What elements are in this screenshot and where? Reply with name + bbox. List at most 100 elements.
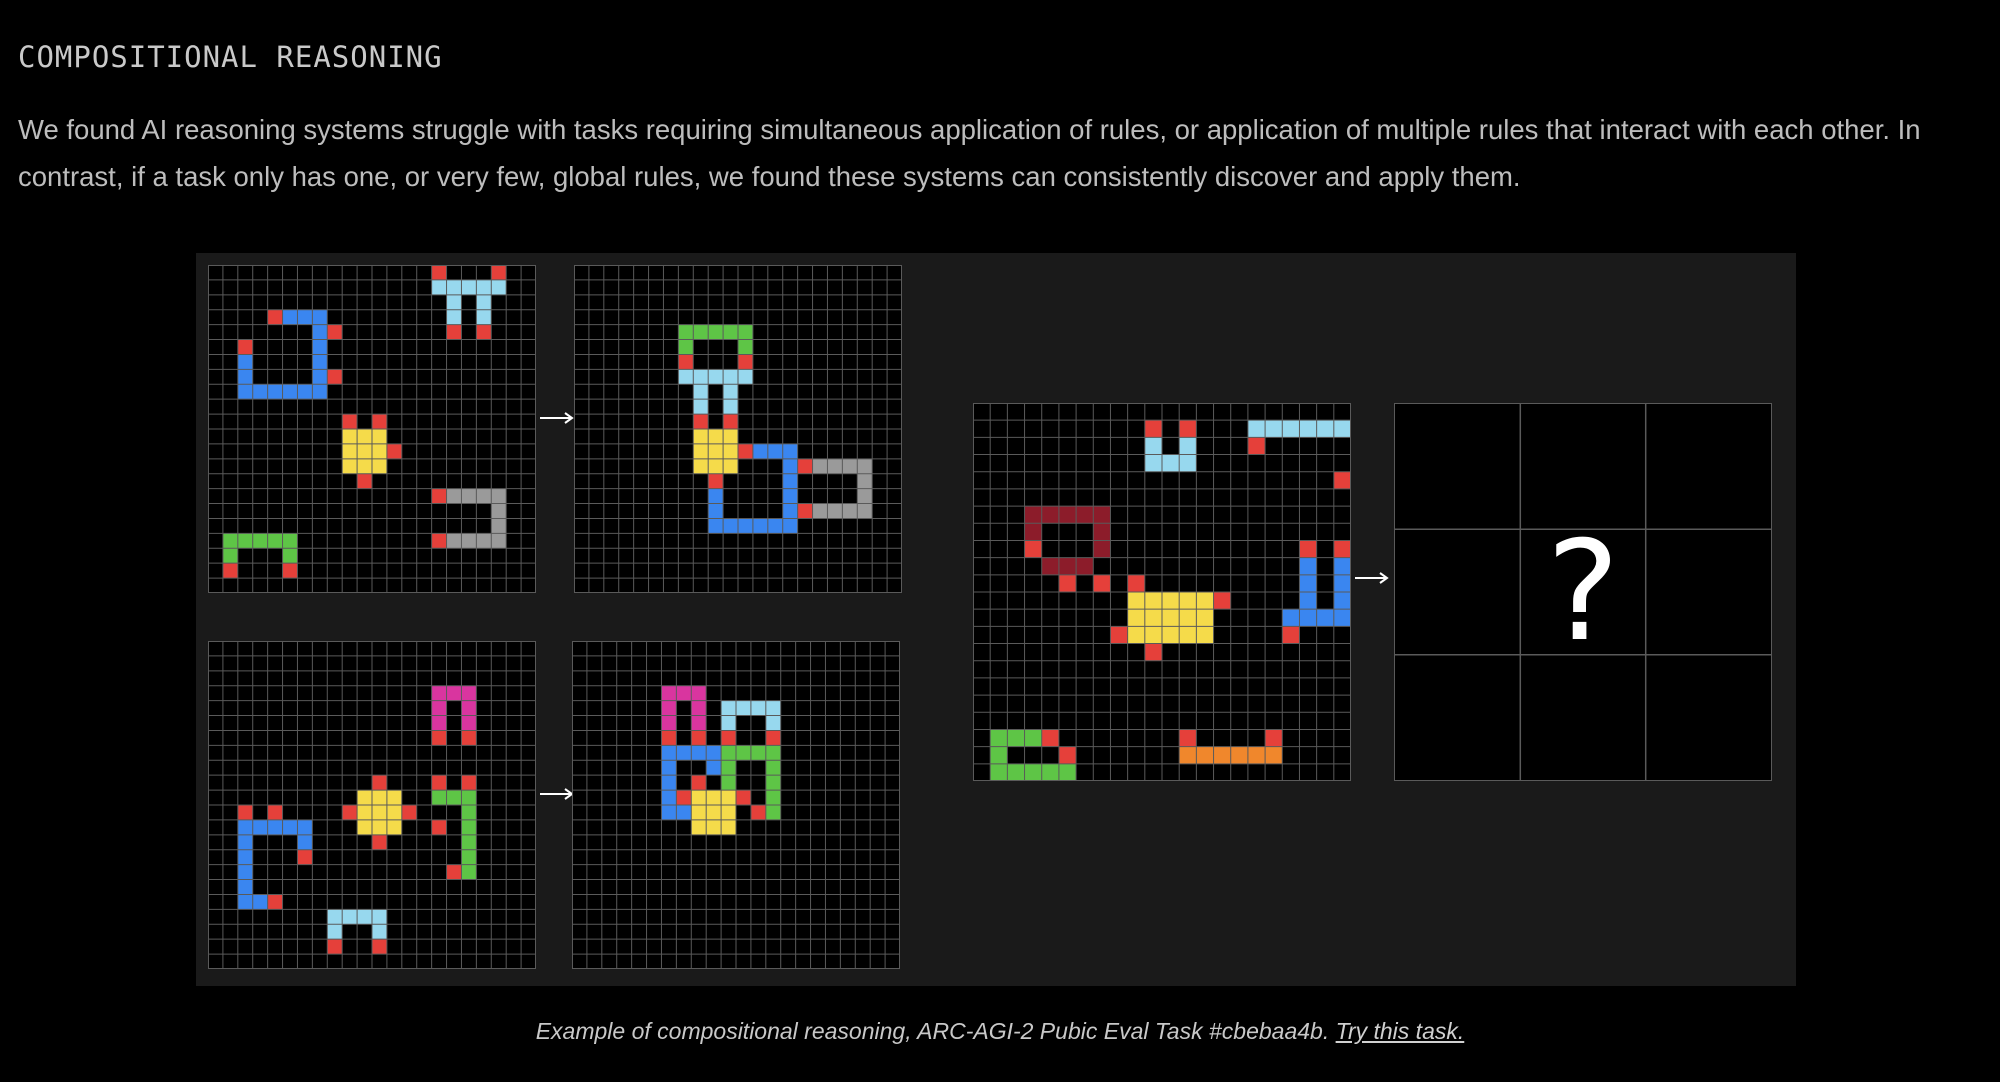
grid-cell <box>1333 471 1351 489</box>
example1-input-grid <box>208 265 536 593</box>
grid-cell <box>372 924 387 940</box>
grid-cell <box>678 339 694 355</box>
grid-cell <box>812 458 828 474</box>
grid-cell <box>327 924 343 940</box>
grid-cell <box>1333 574 1351 592</box>
grid-cell <box>357 473 372 489</box>
grid-cell <box>1093 574 1111 592</box>
grid-cell <box>1076 506 1094 524</box>
grid-cell <box>1299 557 1317 575</box>
grid-cell <box>1299 574 1317 592</box>
grid-cell <box>342 909 358 925</box>
grid-cell <box>342 429 358 444</box>
grid-cell <box>386 790 402 805</box>
grid-cell <box>691 745 707 761</box>
grid-cell <box>1299 540 1317 558</box>
grid-cell <box>765 745 781 761</box>
grid-cell <box>1144 592 1162 610</box>
grid-cell <box>357 819 372 835</box>
grid-cell <box>723 458 738 474</box>
grid-cell <box>1041 557 1059 575</box>
grid-cell <box>676 685 692 701</box>
grid-cell <box>1110 626 1128 644</box>
grid-canvas <box>574 265 902 593</box>
grid-cell <box>297 849 313 865</box>
try-task-link[interactable]: Try this task. <box>1335 1018 1465 1044</box>
grid-cell <box>721 700 736 716</box>
grid-cell <box>222 548 238 564</box>
grid-cell <box>297 384 313 400</box>
caption-text: Example of compositional reasoning, ARC-… <box>535 1018 1336 1044</box>
grid-cell <box>282 533 298 549</box>
grid-cell <box>765 805 781 820</box>
grid-cell <box>431 700 447 716</box>
grid-cell <box>1179 729 1197 747</box>
grid-cell <box>721 819 736 835</box>
grid-cell <box>461 533 477 549</box>
grid-cell <box>372 939 387 955</box>
grid-cell <box>1247 437 1266 455</box>
grid-cell <box>446 864 462 880</box>
grid-cell <box>782 518 798 534</box>
grid-cell <box>765 730 781 746</box>
grid-cell <box>491 503 507 519</box>
grid-cell <box>431 685 447 701</box>
grid-cell <box>342 443 358 459</box>
grid-cell <box>431 265 447 280</box>
grid-cell <box>691 685 707 701</box>
grid-cell <box>1041 506 1059 524</box>
grid-cell <box>267 819 283 835</box>
grid-cell <box>990 746 1008 764</box>
grid-cell <box>736 745 751 761</box>
grid-cell <box>752 518 768 534</box>
grid-cell <box>446 685 462 701</box>
test-input-grid <box>973 403 1351 781</box>
grid-cell <box>476 324 492 340</box>
grid-cell <box>446 294 462 310</box>
grid-cell <box>797 458 813 474</box>
grid-cell <box>461 805 477 820</box>
grid-cell <box>1333 540 1351 558</box>
grid-cell <box>1093 540 1111 558</box>
grid-cell <box>1144 643 1162 661</box>
grid-cell <box>723 443 738 459</box>
grid-cell <box>1265 420 1283 438</box>
grid-cell <box>282 309 298 325</box>
grid-cell <box>1058 557 1077 575</box>
grid-cell <box>708 518 724 534</box>
grid-cell <box>736 700 751 716</box>
grid-cell <box>461 730 477 746</box>
grid-cell <box>1024 506 1042 524</box>
grid-cell <box>676 745 692 761</box>
grid-cell <box>782 458 798 474</box>
grid-cell <box>676 805 692 820</box>
grid-cell <box>237 864 253 880</box>
grid-cell <box>431 790 447 805</box>
grid-cell <box>342 805 358 820</box>
grid-cell <box>1024 763 1042 781</box>
grid-cell <box>782 473 798 489</box>
grid-cell <box>252 384 268 400</box>
grid-cell <box>1144 626 1162 644</box>
grid-cell <box>765 775 781 791</box>
grid-cell <box>1179 437 1197 455</box>
grid-cell <box>1058 506 1077 524</box>
grid-cell <box>767 518 783 534</box>
grid-cell <box>222 563 238 579</box>
grid-cell <box>708 443 724 459</box>
grid-cell <box>461 819 477 835</box>
grid-cell <box>738 324 753 340</box>
grid-cell <box>237 384 253 400</box>
grid-cell <box>1299 420 1317 438</box>
grid-cell <box>765 715 781 731</box>
grid-cell <box>1282 609 1300 627</box>
grid-cell <box>461 775 477 791</box>
grid-cell <box>676 790 692 805</box>
grid-cell <box>342 458 358 474</box>
grid-cell <box>282 548 298 564</box>
grid-cell <box>693 384 709 400</box>
grid-cell <box>237 819 253 835</box>
grid-cell <box>461 849 477 865</box>
grid-cell <box>491 488 507 504</box>
grid-cell <box>750 805 766 820</box>
